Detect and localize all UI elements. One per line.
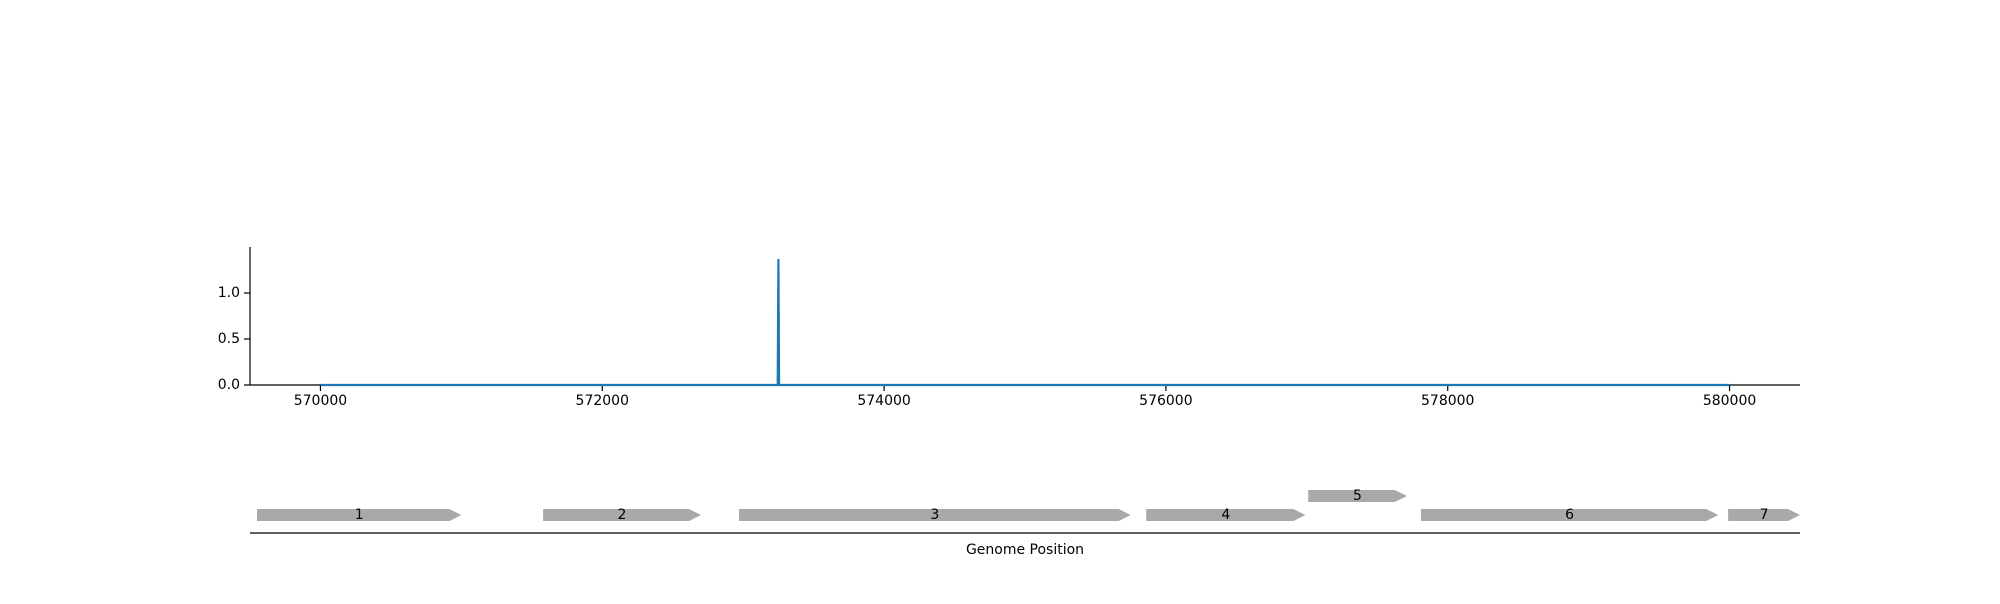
gene-arrow bbox=[1728, 509, 1800, 521]
y-tick-label: 1.0 bbox=[218, 285, 240, 301]
x-tick-label: 578000 bbox=[1421, 393, 1474, 409]
gene-arrow bbox=[1421, 509, 1719, 521]
y-tick-label: 0.0 bbox=[218, 377, 240, 393]
x-tick-label: 576000 bbox=[1139, 393, 1192, 409]
gene-label: 7 bbox=[1760, 507, 1769, 523]
genes: 1 2 3 4 5 6 7 bbox=[257, 488, 1800, 523]
y-ticks: 0.0 0.5 1.0 bbox=[218, 285, 250, 393]
series-line bbox=[320, 258, 1730, 387]
gene-arrow bbox=[739, 509, 1131, 521]
gene-label: 5 bbox=[1353, 488, 1362, 504]
x-ticks: 570000 572000 574000 576000 578000 580000 bbox=[294, 385, 1756, 409]
gene-track: 1 2 3 4 5 6 7 Genome Position bbox=[250, 488, 1800, 558]
x-tick-label: 572000 bbox=[576, 393, 629, 409]
y-tick-label: 0.5 bbox=[218, 331, 240, 347]
gene-arrow bbox=[543, 509, 701, 521]
gene-label: 3 bbox=[930, 507, 939, 523]
coverage-plot: 0.0 0.5 1.0 570000 572000 574000 576000 578000… bbox=[218, 247, 1800, 409]
gene-arrow bbox=[257, 509, 462, 521]
gene-label: 6 bbox=[1565, 507, 1574, 523]
gene-track-xlabel: Genome Position bbox=[966, 542, 1084, 558]
gene-arrow bbox=[1308, 490, 1407, 502]
gene-label: 2 bbox=[618, 507, 627, 523]
gene-arrow bbox=[1146, 509, 1306, 521]
x-tick-label: 580000 bbox=[1703, 393, 1756, 409]
gene-label: 4 bbox=[1221, 507, 1230, 523]
gene-label: 1 bbox=[355, 507, 364, 523]
x-tick-label: 574000 bbox=[857, 393, 910, 409]
x-tick-label: 570000 bbox=[294, 393, 347, 409]
